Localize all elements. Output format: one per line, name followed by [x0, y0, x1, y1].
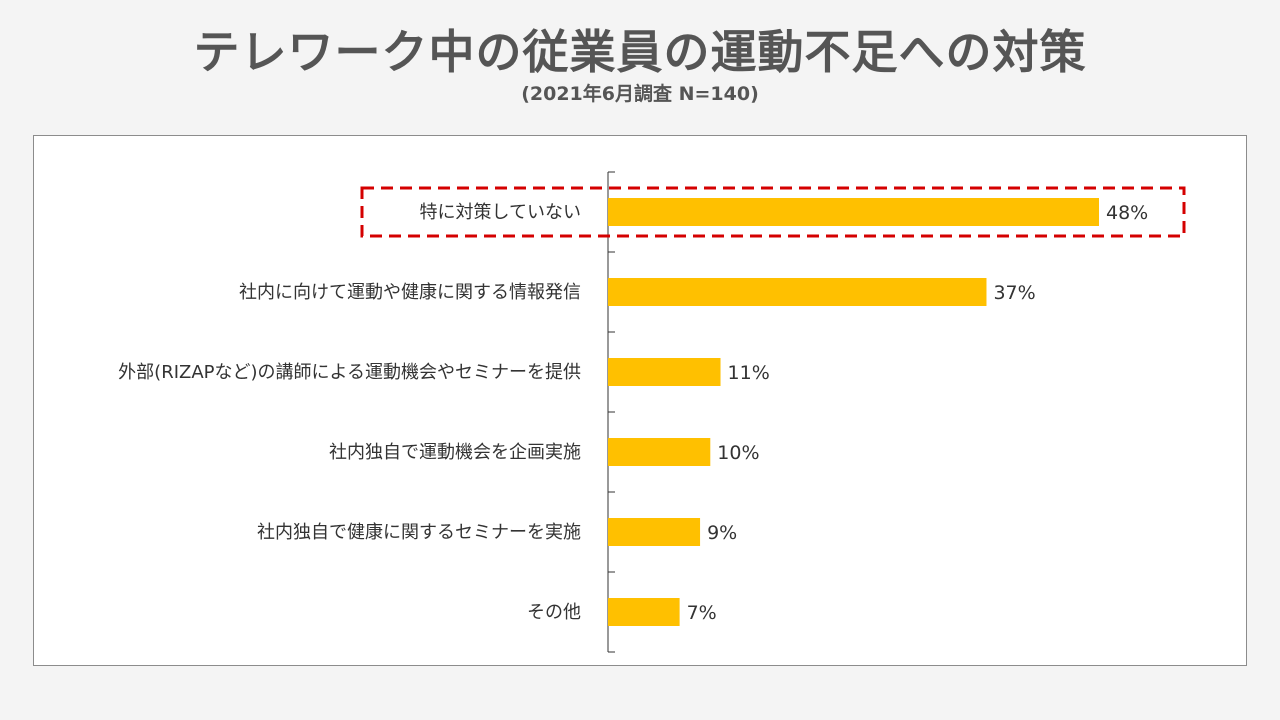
data-label: 48% — [1106, 202, 1148, 224]
bar — [608, 198, 1099, 226]
bar — [608, 358, 721, 386]
bar — [608, 438, 711, 466]
page-title: テレワーク中の従業員の運動不足への対策 — [193, 25, 1087, 79]
category-label: その他 — [527, 602, 581, 623]
category-label: 外部(RIZAPなど)の講師による運動機会やセミナーを提供 — [118, 362, 581, 383]
category-label: 社内に向けて運動や健康に関する情報発信 — [239, 282, 581, 303]
category-label: 特に対策していない — [420, 202, 581, 223]
category-label: 社内独自で運動機会を企画実施 — [329, 442, 581, 463]
page-subtitle: (2021年6月調査 N=140) — [521, 83, 759, 105]
data-label: 37% — [993, 282, 1035, 304]
highlight-frame — [360, 186, 1186, 238]
chart-panel: 特に対策していない 48% 社内に向けて運動や健康に関する情報発信 37% 外部(RIZ… — [33, 135, 1247, 666]
bar — [608, 598, 680, 626]
data-label: 10% — [717, 442, 759, 464]
bar-chart: 特に対策していない 48% 社内に向けて運動や健康に関する情報発信 37% 外部(RIZ… — [118, 171, 1186, 653]
category-label: 社内独自で健康に関するセミナーを実施 — [257, 522, 581, 543]
bar — [608, 278, 987, 306]
bar — [608, 518, 701, 546]
data-label: 7% — [687, 602, 717, 624]
data-label: 11% — [728, 362, 770, 384]
data-label: 9% — [707, 522, 737, 544]
